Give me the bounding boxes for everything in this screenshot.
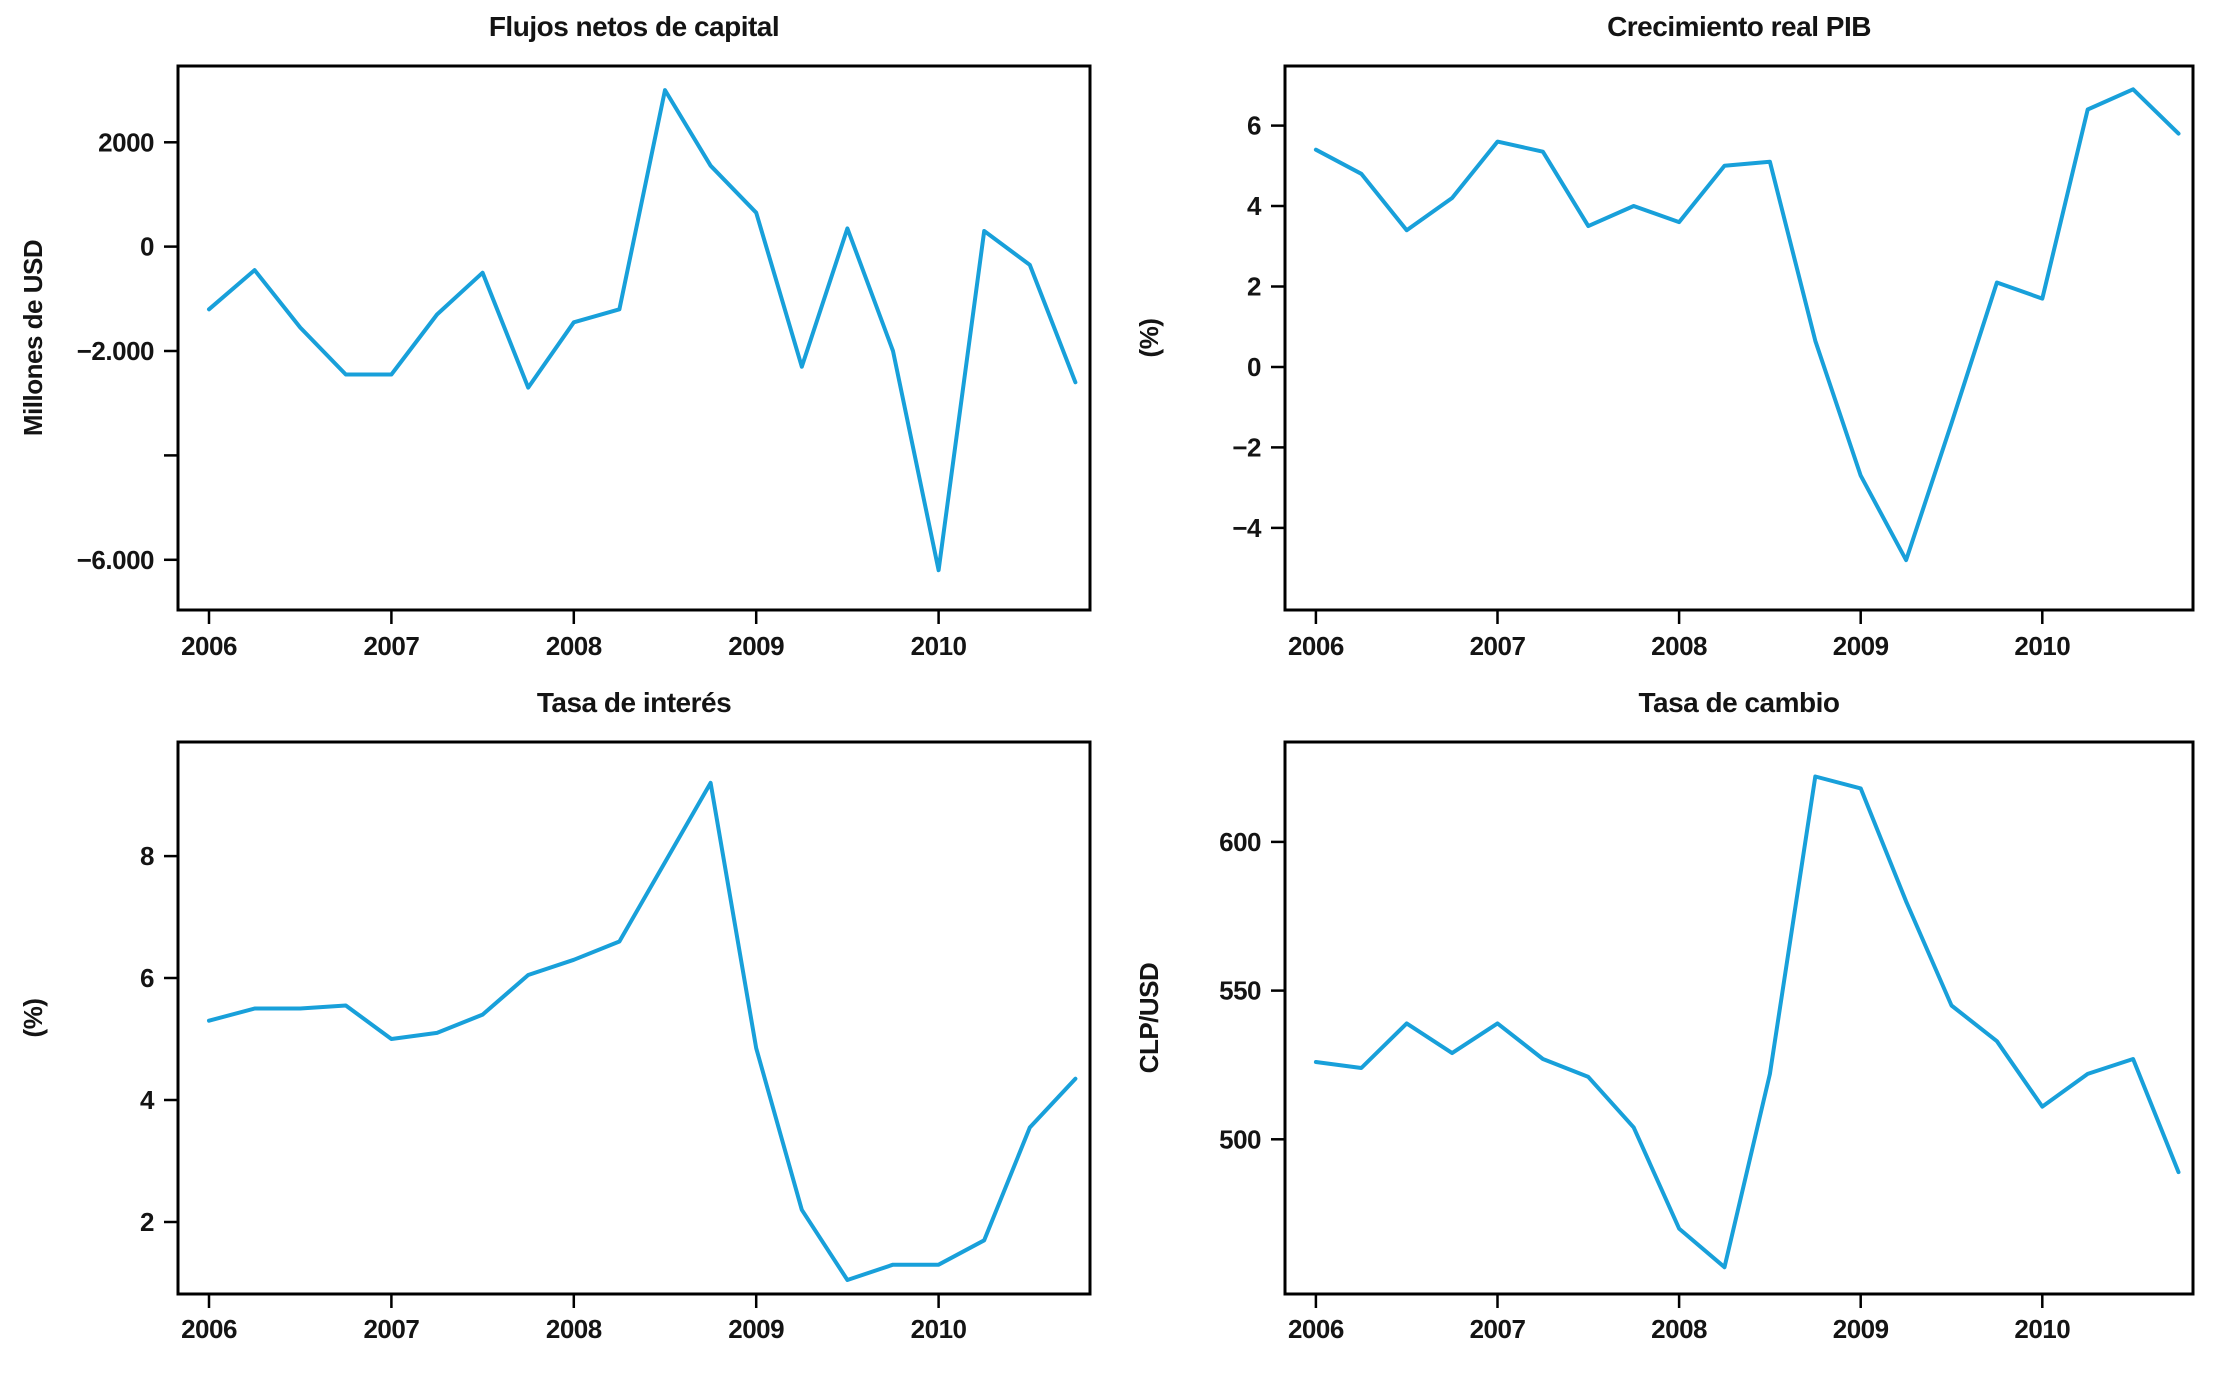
y-tick-label: −4 <box>1232 513 1262 543</box>
x-tick-label: 2009 <box>1833 631 1889 661</box>
panel-tasa-de-cambio: 600 550 500 2006 2007 2008 2009 2010 Tasa de cam… <box>1134 687 2195 1344</box>
chart-title: Tasa de cambio <box>1638 687 1839 718</box>
y-tick-label: −2.000 <box>77 336 154 366</box>
y-tick-label: 6 <box>140 963 154 993</box>
x-tick-label: 2007 <box>363 631 419 661</box>
x-tick-label: 2010 <box>911 1314 967 1344</box>
x-tick-label: 2006 <box>1288 631 1344 661</box>
y-tick-label: 4 <box>1247 191 1262 221</box>
plot-box <box>1283 740 2195 1296</box>
chart-title: Crecimiento real PIB <box>1607 11 1871 42</box>
x-tick-label: 2006 <box>181 1314 237 1344</box>
data-line <box>207 780 1078 1282</box>
chart-title: Tasa de interés <box>537 687 731 718</box>
panel-crecimiento-real-pib: 6 4 2 0 −2 −4 2006 2007 2008 2009 2010 Crecimiento … <box>1134 11 2195 661</box>
plot-box <box>176 740 1092 1296</box>
y-tick-label: 6 <box>1247 111 1261 141</box>
panel-flujos-netos-de-capital: 2000 0 −2.000 −6.000 2006 2007 2008 2009 2010 Flu… <box>18 11 1092 661</box>
y-tick-label: −6.000 <box>77 545 154 575</box>
x-tick-label: 2007 <box>363 1314 419 1344</box>
x-tick-label: 2008 <box>546 631 602 661</box>
x-tick-label: 2008 <box>546 1314 602 1344</box>
y-axis-label: (%) <box>1134 319 1164 358</box>
x-tick-label: 2010 <box>2014 1314 2070 1344</box>
y-axis-label: (%) <box>18 999 48 1038</box>
plot-box <box>1283 64 2195 612</box>
data-line <box>207 88 1078 573</box>
chart-title: Flujos netos de capital <box>489 11 779 42</box>
panel-tasa-de-interes: 8 6 4 2 2006 2007 2008 2009 2010 Tasa de interés (… <box>18 687 1092 1344</box>
x-tick-label: 2006 <box>1288 1314 1344 1344</box>
y-axis-label: CLP/USD <box>1134 963 1164 1074</box>
y-tick-label: 2 <box>1247 272 1261 302</box>
x-tick-label: 2008 <box>1651 1314 1707 1344</box>
x-tick-label: 2010 <box>2014 631 2070 661</box>
x-tick-label: 2007 <box>1470 1314 1526 1344</box>
x-tick-label: 2007 <box>1470 631 1526 661</box>
y-tick-label: 0 <box>1247 352 1261 382</box>
y-tick-label: 2000 <box>98 127 154 157</box>
x-tick-label: 2009 <box>728 631 784 661</box>
data-line <box>1313 774 2181 1270</box>
x-tick-label: 2008 <box>1651 631 1707 661</box>
y-tick-label: 500 <box>1219 1124 1261 1154</box>
y-tick-label: 0 <box>140 232 154 262</box>
x-tick-label: 2009 <box>1833 1314 1889 1344</box>
y-tick-label: 2 <box>140 1207 154 1237</box>
x-tick-label: 2010 <box>911 631 967 661</box>
y-tick-label: 550 <box>1219 976 1261 1006</box>
y-tick-label: 600 <box>1219 827 1261 857</box>
x-tick-label: 2009 <box>728 1314 784 1344</box>
y-tick-label: −2 <box>1232 432 1261 462</box>
y-tick-label: 4 <box>140 1085 155 1115</box>
x-tick-label: 2006 <box>181 631 237 661</box>
data-line <box>1313 87 2181 563</box>
y-tick-label: 8 <box>140 841 154 871</box>
y-axis-label: Millones de USD <box>18 240 48 436</box>
plot-box <box>176 64 1092 612</box>
